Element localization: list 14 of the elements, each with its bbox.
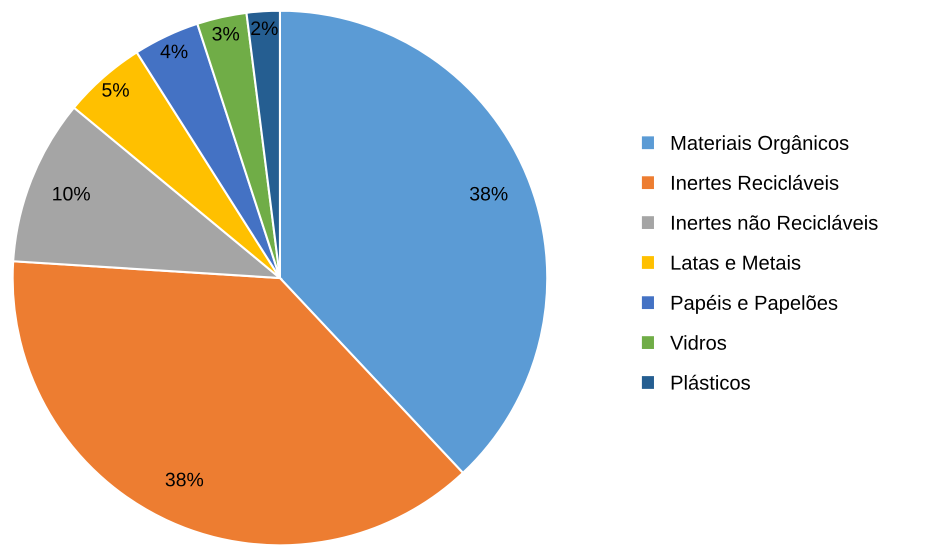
legend-label: Inertes Recicláveis [672,174,838,190]
data-label: 38% [166,472,204,486]
legend-label: Plásticos [672,374,750,390]
legend-label: Latas e Metais [672,255,800,270]
data-label: 10% [53,186,90,201]
legend-label: Inertes não Recicláveis [672,214,878,230]
legend-label: Vidros [670,335,726,350]
data-label: 38% [470,186,508,201]
data-label: 3% [212,26,240,41]
data-label: 4% [160,44,188,58]
data-label: 5% [102,83,129,97]
data-label: 2% [251,21,278,36]
legend-label: Materiais Orgânicos [672,135,848,154]
legend-label: Papéis e Papelões [672,294,838,314]
